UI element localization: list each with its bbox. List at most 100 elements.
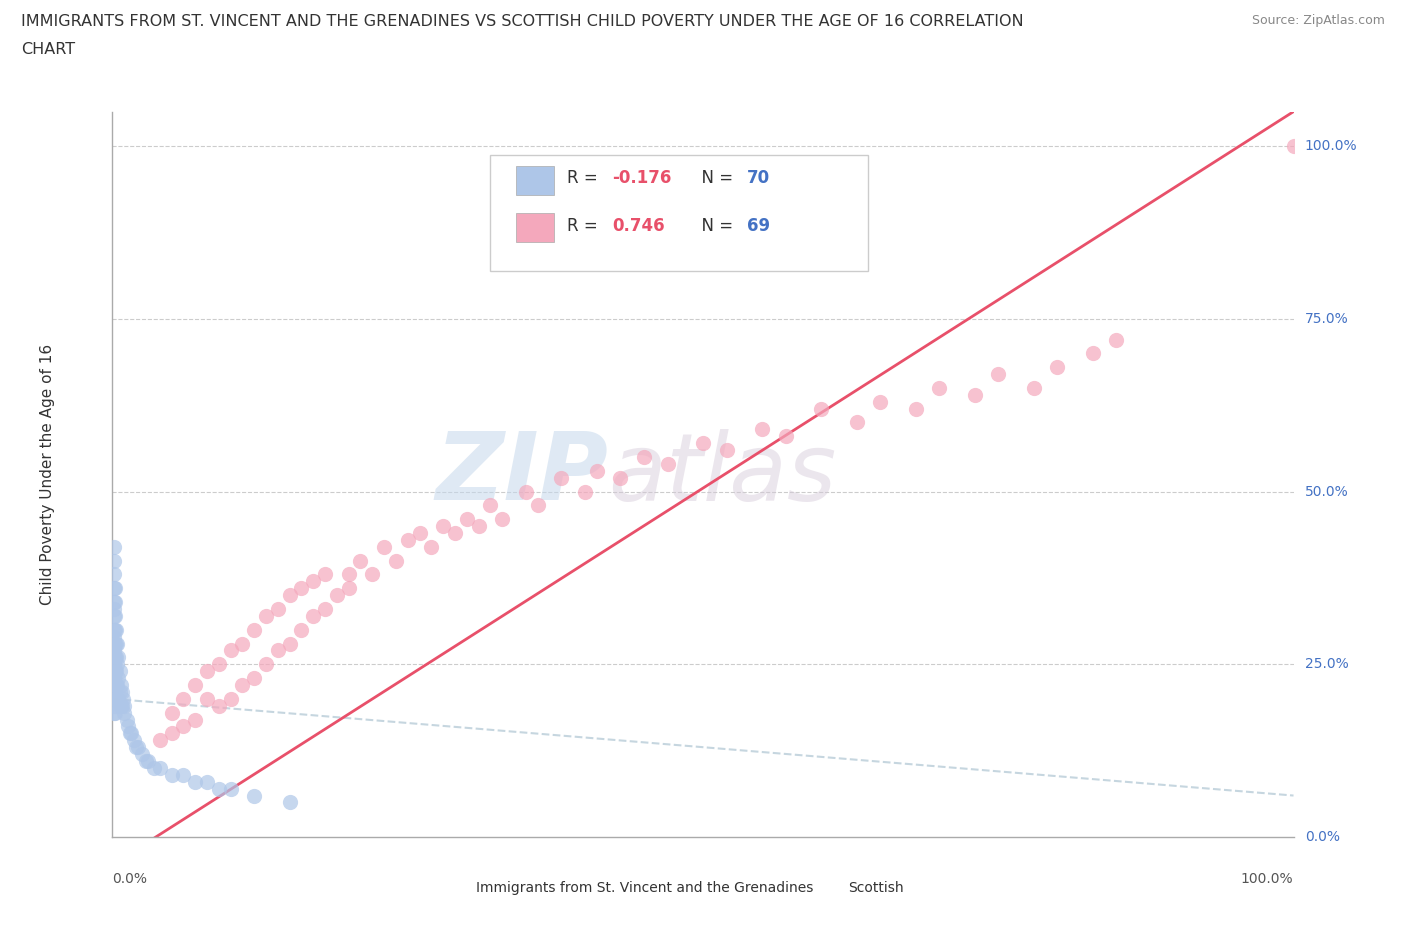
Point: [110, 698, 132, 713]
Point: [278, 636, 301, 651]
Point: [160, 767, 183, 782]
Point: [105, 636, 128, 651]
Text: N =: N =: [692, 169, 738, 187]
Point: [195, 664, 218, 679]
FancyBboxPatch shape: [443, 877, 470, 898]
Point: [104, 664, 127, 679]
Point: [103, 678, 125, 693]
Point: [103, 636, 125, 651]
Text: Child Poverty Under the Age of 16: Child Poverty Under the Age of 16: [39, 344, 55, 604]
Point: [104, 636, 127, 651]
Point: [373, 539, 395, 554]
FancyBboxPatch shape: [516, 166, 554, 195]
Point: [103, 602, 125, 617]
Point: [444, 525, 467, 540]
Point: [243, 622, 266, 637]
Point: [987, 366, 1010, 381]
Text: 0.0%: 0.0%: [1305, 830, 1340, 844]
Point: [172, 691, 194, 706]
Point: [243, 671, 266, 685]
Point: [105, 636, 128, 651]
Point: [1046, 360, 1069, 375]
Point: [928, 380, 950, 395]
Point: [254, 608, 277, 623]
Point: [184, 712, 207, 727]
Point: [208, 657, 231, 671]
Point: [107, 650, 129, 665]
Point: [574, 485, 596, 499]
Point: [231, 636, 253, 651]
Point: [104, 581, 127, 596]
Point: [845, 415, 868, 430]
Point: [103, 657, 125, 671]
Point: [160, 726, 183, 741]
Point: [103, 630, 125, 644]
Point: [290, 622, 312, 637]
Point: [231, 678, 253, 693]
Point: [103, 594, 125, 609]
Point: [103, 608, 125, 623]
Point: [125, 739, 148, 754]
Point: [267, 643, 290, 658]
Point: [122, 733, 145, 748]
Point: [716, 443, 738, 458]
Text: 100.0%: 100.0%: [1241, 871, 1294, 885]
Point: [105, 678, 128, 693]
Point: [103, 553, 125, 568]
FancyBboxPatch shape: [491, 155, 869, 272]
Point: [104, 678, 127, 693]
Text: Immigrants from St. Vincent and the Grenadines: Immigrants from St. Vincent and the Gren…: [477, 881, 814, 895]
Point: [115, 712, 138, 727]
Point: [136, 753, 159, 768]
Point: [117, 719, 139, 734]
Point: [103, 650, 125, 665]
Point: [751, 422, 773, 437]
Point: [278, 795, 301, 810]
Point: [111, 684, 134, 699]
Point: [103, 684, 125, 699]
Point: [314, 602, 336, 617]
Point: [110, 678, 132, 693]
Point: [107, 671, 129, 685]
Point: [120, 726, 142, 741]
Point: [103, 691, 125, 706]
Point: [408, 525, 430, 540]
Point: [963, 388, 986, 403]
Point: [184, 678, 207, 693]
Point: [104, 608, 127, 623]
Point: [633, 449, 655, 464]
Text: 25.0%: 25.0%: [1305, 658, 1348, 671]
Point: [278, 588, 301, 603]
Point: [108, 684, 131, 699]
Point: [172, 719, 194, 734]
Point: [104, 622, 127, 637]
Point: [149, 761, 172, 776]
Point: [267, 602, 290, 617]
Text: atlas: atlas: [609, 429, 837, 520]
Point: [810, 401, 832, 416]
Text: Source: ZipAtlas.com: Source: ZipAtlas.com: [1251, 14, 1385, 27]
Point: [112, 698, 135, 713]
Point: [1022, 380, 1045, 395]
Text: N =: N =: [692, 218, 738, 235]
Point: [112, 705, 135, 720]
Point: [104, 650, 127, 665]
Point: [103, 671, 125, 685]
Text: 0.0%: 0.0%: [112, 871, 148, 885]
Point: [219, 691, 242, 706]
Point: [103, 705, 125, 720]
Point: [103, 539, 125, 554]
Point: [290, 581, 312, 596]
Text: Scottish: Scottish: [848, 881, 904, 895]
Point: [107, 691, 129, 706]
Point: [142, 761, 165, 776]
Point: [349, 553, 371, 568]
Text: 69: 69: [747, 218, 770, 235]
Point: [491, 512, 513, 526]
Text: 0.746: 0.746: [612, 218, 665, 235]
Point: [243, 788, 266, 803]
Point: [127, 739, 149, 754]
Point: [904, 401, 927, 416]
Point: [184, 775, 207, 790]
Point: [172, 767, 194, 782]
